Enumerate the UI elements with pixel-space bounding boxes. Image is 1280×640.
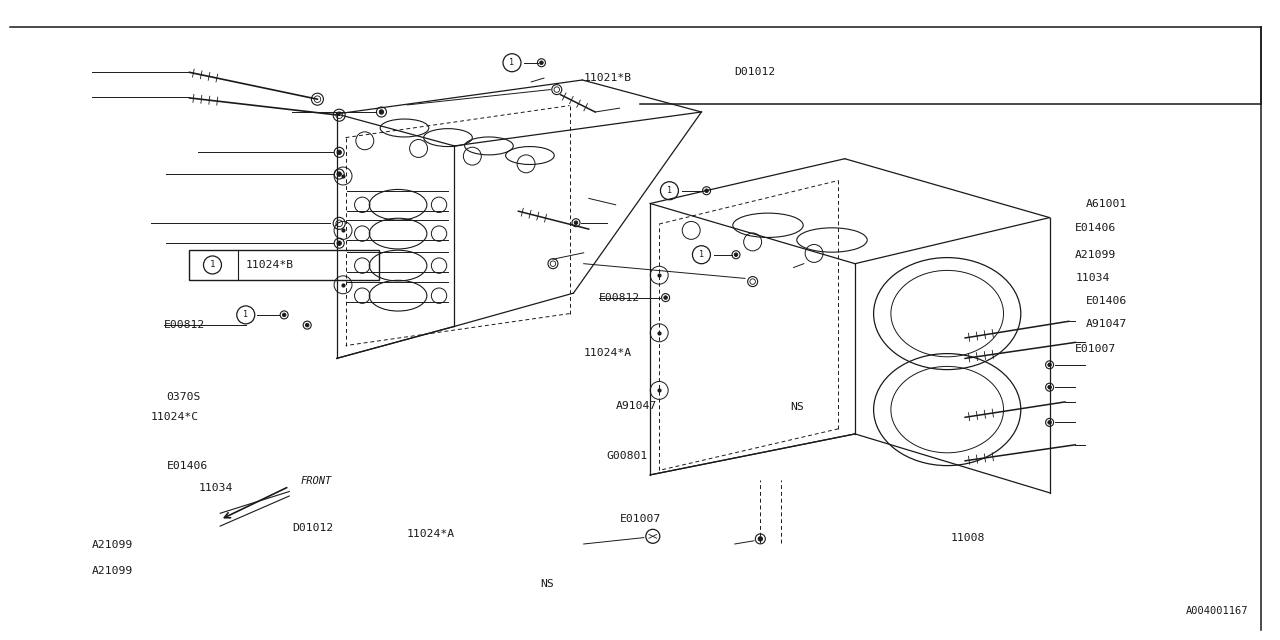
- Circle shape: [1048, 420, 1051, 424]
- Text: A21099: A21099: [92, 566, 133, 576]
- Text: 11021*B: 11021*B: [584, 73, 632, 83]
- Text: E01406: E01406: [1075, 223, 1116, 233]
- Text: 1: 1: [243, 310, 248, 319]
- Text: E01007: E01007: [620, 514, 660, 524]
- Circle shape: [664, 296, 667, 300]
- Text: 1: 1: [699, 250, 704, 259]
- Text: A21099: A21099: [1075, 250, 1116, 260]
- Text: E01406: E01406: [166, 461, 207, 471]
- Text: FRONT: FRONT: [301, 476, 332, 486]
- Circle shape: [337, 150, 342, 155]
- Text: G00801: G00801: [607, 451, 648, 461]
- Circle shape: [283, 313, 285, 317]
- Text: A21099: A21099: [92, 540, 133, 550]
- Text: A91047: A91047: [1085, 319, 1126, 329]
- Circle shape: [758, 536, 763, 541]
- Text: 11024*B: 11024*B: [246, 260, 294, 270]
- Text: A004001167: A004001167: [1185, 606, 1248, 616]
- Text: 1: 1: [509, 58, 515, 67]
- Text: 11024*C: 11024*C: [151, 412, 200, 422]
- Text: D01012: D01012: [735, 67, 776, 77]
- Text: 1: 1: [210, 260, 215, 269]
- Circle shape: [306, 323, 308, 327]
- Circle shape: [705, 189, 708, 193]
- Circle shape: [1048, 363, 1051, 367]
- Text: E00812: E00812: [599, 292, 640, 303]
- Text: D01012: D01012: [292, 523, 333, 533]
- Text: E01007: E01007: [1075, 344, 1116, 355]
- Circle shape: [1048, 385, 1051, 389]
- Circle shape: [575, 221, 577, 225]
- Text: 11008: 11008: [951, 532, 986, 543]
- Text: NS: NS: [540, 579, 554, 589]
- Text: A61001: A61001: [1085, 198, 1126, 209]
- Text: 11034: 11034: [1075, 273, 1110, 283]
- Text: E00812: E00812: [164, 320, 205, 330]
- Circle shape: [337, 172, 342, 177]
- Bar: [189, 250, 379, 280]
- Text: 11024*A: 11024*A: [407, 529, 456, 539]
- Circle shape: [337, 241, 342, 246]
- Text: 11034: 11034: [198, 483, 233, 493]
- Circle shape: [540, 61, 543, 65]
- Circle shape: [379, 109, 384, 115]
- Text: 11024*A: 11024*A: [584, 348, 632, 358]
- Text: 1: 1: [667, 186, 672, 195]
- Text: 0370S: 0370S: [166, 392, 201, 403]
- Circle shape: [735, 253, 737, 257]
- Text: NS: NS: [790, 402, 804, 412]
- Text: A91047: A91047: [616, 401, 657, 411]
- Text: E01406: E01406: [1085, 296, 1126, 306]
